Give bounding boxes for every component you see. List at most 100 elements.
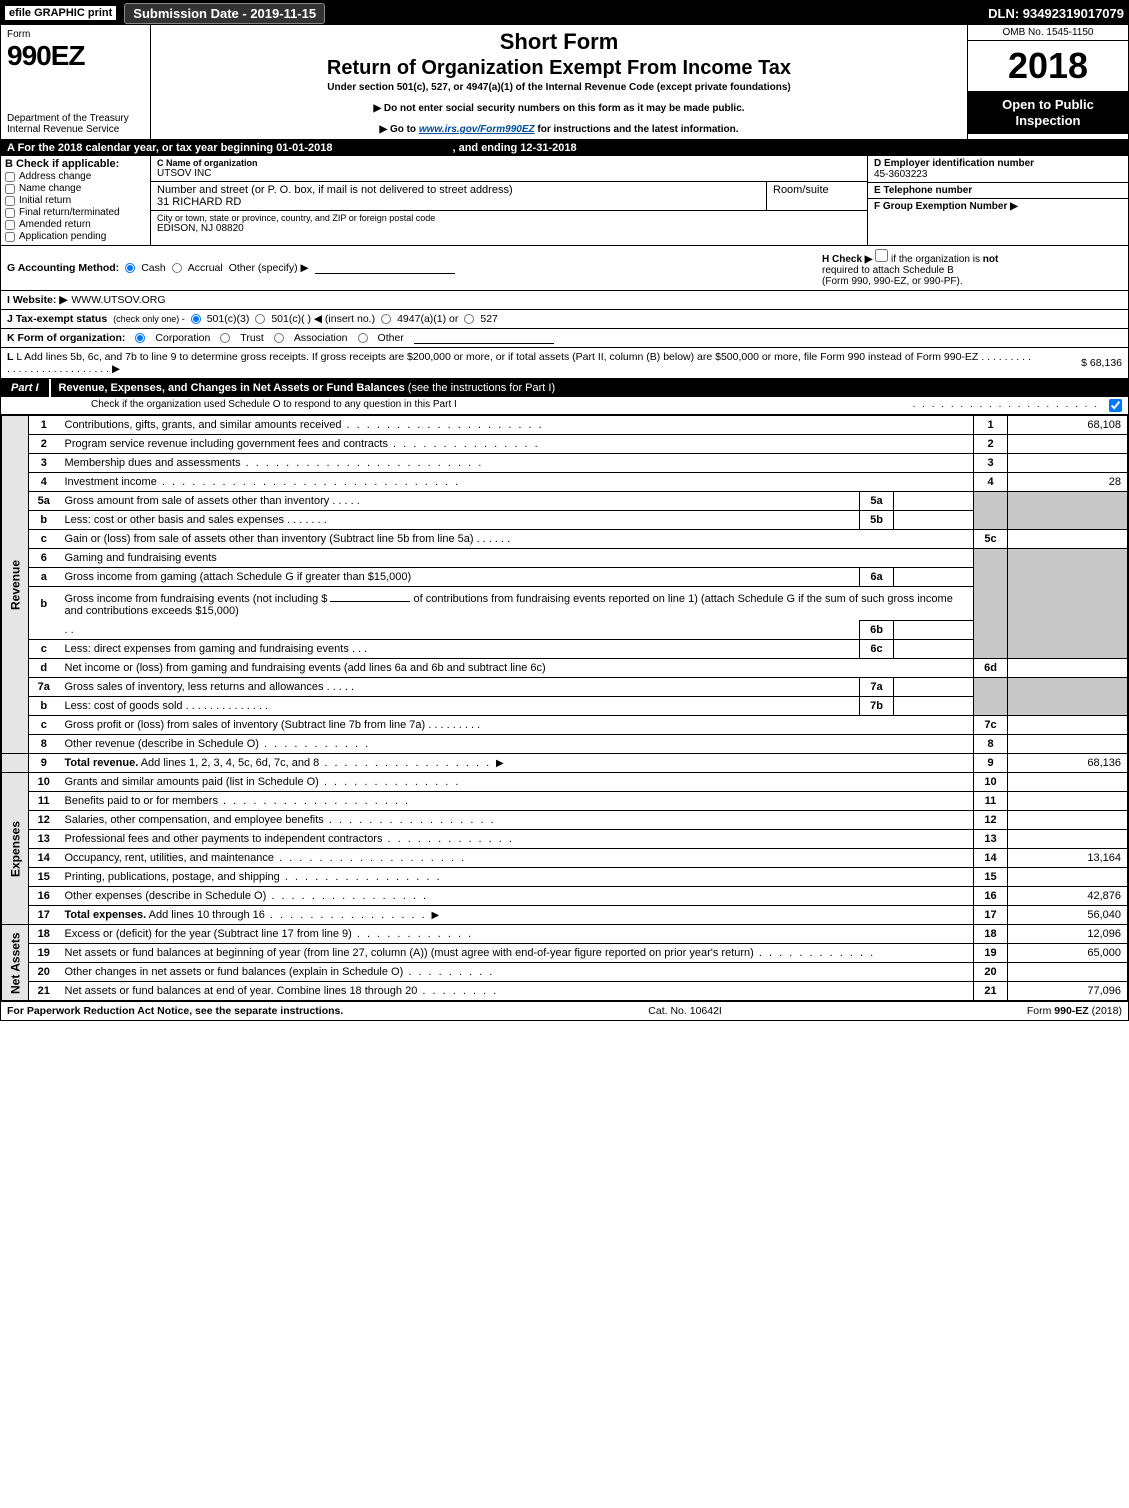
dots: . . . . . . . . . . . . . . . . . . . . … xyxy=(157,476,470,488)
shaded-cell xyxy=(974,587,1008,621)
col-num: 1 xyxy=(974,416,1008,435)
opt-501c3: 501(c)(3) xyxy=(207,313,250,325)
line-num: 14 xyxy=(29,849,59,868)
line-desc-2: Add lines 1, 2, 3, 4, 5c, 6d, 7c, and 8 xyxy=(141,757,320,769)
radio-501c3[interactable] xyxy=(191,314,201,324)
chk-address-change[interactable]: Address change xyxy=(5,171,146,182)
chk-amended-return[interactable]: Amended return xyxy=(5,219,146,230)
col-num: 18 xyxy=(974,925,1008,944)
radio-assoc[interactable] xyxy=(274,333,284,343)
line-desc: Benefits paid to or for members xyxy=(65,795,218,807)
line-desc-2: Add lines 10 through 16 xyxy=(149,909,265,921)
line-value xyxy=(1008,811,1128,830)
line-num: 6 xyxy=(29,549,59,568)
shaded-cell xyxy=(974,549,1008,568)
irs-link[interactable]: www.irs.gov/Form990EZ xyxy=(419,124,535,135)
chk-initial-return[interactable]: Initial return xyxy=(5,195,146,206)
radio-other[interactable] xyxy=(358,333,368,343)
inner-num: 5a xyxy=(860,492,894,511)
col-num: 2 xyxy=(974,435,1008,454)
dots: . . . . . . . . . xyxy=(403,966,504,978)
dots: . . . xyxy=(349,643,367,655)
radio-accrual[interactable] xyxy=(172,263,182,273)
dots: . . . . . . . . xyxy=(417,985,508,997)
line-value xyxy=(1008,454,1128,473)
radio-4947[interactable] xyxy=(381,314,391,324)
section-h: H Check ▶ if the organization is not req… xyxy=(822,249,1122,287)
inner-val xyxy=(894,697,974,716)
chk-label: Name change xyxy=(19,183,81,194)
inner-num: 6a xyxy=(860,568,894,587)
header-center: Short Form Return of Organization Exempt… xyxy=(151,25,968,139)
radio-501c[interactable] xyxy=(255,314,265,324)
checkbox-icon[interactable] xyxy=(5,232,15,242)
line-desc: Gross sales of inventory, less returns a… xyxy=(65,681,324,693)
col-num: 19 xyxy=(974,944,1008,963)
chk-application-pending[interactable]: Application pending xyxy=(5,231,146,242)
note-goto: ▶ Go to www.irs.gov/Form990EZ for instru… xyxy=(159,124,959,135)
website-value: WWW.UTSOV.ORG xyxy=(71,294,165,306)
radio-527[interactable] xyxy=(464,314,474,324)
submission-date: Submission Date - 2019-11-15 xyxy=(124,3,325,24)
page-footer: For Paperwork Reduction Act Notice, see … xyxy=(1,1001,1128,1020)
line-num: 13 xyxy=(29,830,59,849)
line-num: 16 xyxy=(29,887,59,906)
line-desc: Gross amount from sale of assets other t… xyxy=(65,495,330,507)
shaded-cell xyxy=(1008,492,1128,511)
line-desc: Net assets or fund balances at beginning… xyxy=(65,947,754,959)
line-desc: Membership dues and assessments xyxy=(65,457,241,469)
dots: . . . . . xyxy=(329,495,360,507)
section-j-label: J Tax-exempt status xyxy=(7,313,107,325)
line-num: c xyxy=(29,716,59,735)
top-bar: efile GRAPHIC print Submission Date - 20… xyxy=(1,1,1128,25)
checkbox-icon[interactable] xyxy=(5,220,15,230)
l-amount: $ 68,136 xyxy=(1032,357,1122,369)
line-value xyxy=(1008,963,1128,982)
part1-label: Part I xyxy=(1,379,51,397)
chk-name-change[interactable]: Name change xyxy=(5,183,146,194)
chk-h[interactable] xyxy=(875,249,888,262)
dots: . . . . . . . . . . . . . . . . xyxy=(280,871,452,883)
col-num: 9 xyxy=(974,754,1008,773)
section-b: B Check if applicable: Address change Na… xyxy=(1,156,151,245)
opt-trust: Trust xyxy=(240,332,264,344)
dots: . . xyxy=(59,621,860,640)
opt-4947: 4947(a)(1) or xyxy=(397,313,458,325)
radio-corp[interactable] xyxy=(135,333,145,343)
part1-header: Part I Revenue, Expenses, and Changes in… xyxy=(1,379,1128,397)
line-num: 12 xyxy=(29,811,59,830)
shaded-cell xyxy=(1008,511,1128,530)
checkbox-icon[interactable] xyxy=(5,184,15,194)
radio-trust[interactable] xyxy=(220,333,230,343)
dln-number: DLN: 93492319017079 xyxy=(988,6,1124,21)
chk-final-return[interactable]: Final return/terminated xyxy=(5,207,146,218)
col-num: 8 xyxy=(974,735,1008,754)
line-value xyxy=(1008,792,1128,811)
side-label-expenses: Expenses xyxy=(2,773,29,925)
radio-cash[interactable] xyxy=(125,263,135,273)
line-num: 2 xyxy=(29,435,59,454)
period-bar: A For the 2018 calendar year, or tax yea… xyxy=(1,140,1128,156)
line-value: 68,108 xyxy=(1008,416,1128,435)
col-num: 10 xyxy=(974,773,1008,792)
line-value xyxy=(1008,830,1128,849)
side-label-netassets: Net Assets xyxy=(2,925,29,1001)
title-return: Return of Organization Exempt From Incom… xyxy=(159,57,959,80)
chk-label: Final return/terminated xyxy=(19,207,120,218)
line-desc: Professional fees and other payments to … xyxy=(65,833,383,845)
chk-schedule-o[interactable] xyxy=(1109,399,1122,412)
part1-title-sub: (see the instructions for Part I) xyxy=(408,382,555,394)
opt-cash: Cash xyxy=(141,262,166,274)
header-left: Form 990EZ Department of the Treasury In… xyxy=(1,25,151,139)
section-g-label: G Accounting Method: xyxy=(7,262,119,274)
dots: . . . . . . . . . . . . . xyxy=(382,833,523,845)
checkbox-icon[interactable] xyxy=(5,208,15,218)
line-desc: Net assets or fund balances at end of ye… xyxy=(65,985,418,997)
checkbox-icon[interactable] xyxy=(5,196,15,206)
period-end: , and ending 12-31-2018 xyxy=(452,142,576,154)
checkbox-icon[interactable] xyxy=(5,172,15,182)
line-value: 77,096 xyxy=(1008,982,1128,1001)
opt-501c: 501(c)( ) ◀ (insert no.) xyxy=(271,313,375,325)
dots: . . . . . . . . . . . . . . . . . xyxy=(319,757,515,769)
line-desc: Printing, publications, postage, and shi… xyxy=(65,871,280,883)
